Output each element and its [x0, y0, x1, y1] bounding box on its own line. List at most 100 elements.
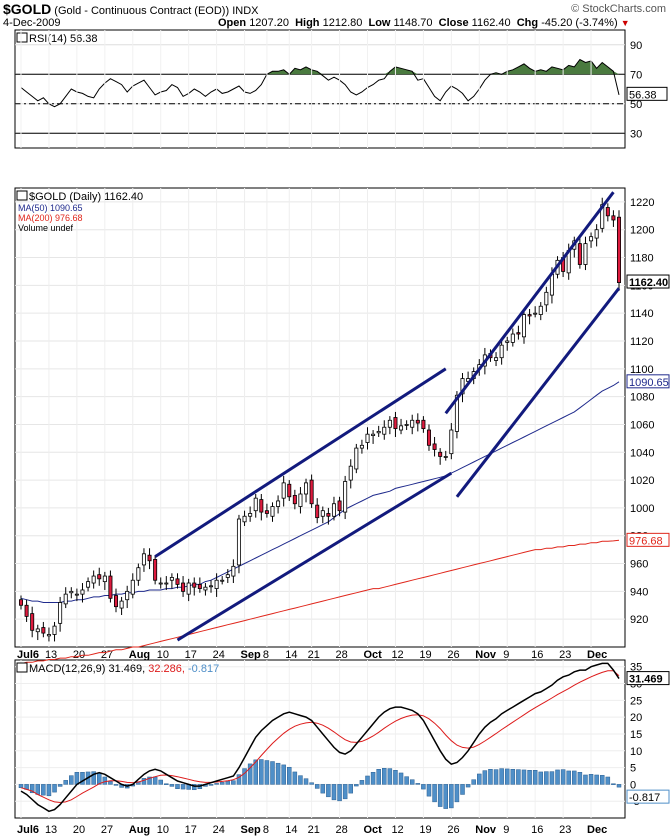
macd-histogram-bar	[242, 768, 247, 785]
macd-x-tick-label: Nov	[475, 824, 497, 836]
macd-histogram-bar	[516, 769, 521, 785]
macd-histogram-bar	[599, 775, 605, 785]
candle-body	[533, 312, 538, 315]
macd-histogram-bar	[108, 781, 113, 785]
macd-x-tick-label: 10	[157, 824, 169, 836]
candle-body	[225, 574, 230, 578]
candle-body	[449, 429, 454, 455]
candle-body	[153, 558, 158, 581]
price-tick-label: 960	[630, 559, 648, 571]
price-x-tick-label: Sep	[241, 649, 261, 661]
macd-last-badge	[626, 671, 670, 686]
macd-histogram-bar	[69, 775, 74, 785]
candle-body	[214, 579, 219, 589]
ma200-last-label: 976.68	[629, 535, 663, 547]
ma50-line	[20, 381, 620, 603]
candle-body	[426, 429, 431, 446]
price-tick-label: 940	[630, 586, 648, 598]
trend-channel-line	[455, 287, 621, 498]
macd-x-tick-label: Sep	[241, 824, 261, 836]
macd-histogram-bar	[421, 784, 426, 790]
price-x-tick-label: 14	[285, 649, 297, 661]
macd-x-tick-label: 26	[447, 824, 459, 836]
macd-histogram-bar	[309, 782, 314, 785]
candle-body	[287, 483, 292, 498]
candle-body	[544, 291, 549, 306]
candle-body	[594, 229, 599, 239]
high-value: 1212.80	[322, 17, 363, 29]
close-label: Close	[438, 17, 469, 29]
macd-x-tick-label: 24	[213, 824, 225, 836]
candle-body	[281, 482, 286, 499]
candle-body	[119, 600, 124, 609]
price-tick-label: 1000	[630, 503, 654, 515]
macd-histogram-bar	[41, 784, 46, 796]
macd-histogram-bar	[164, 783, 169, 785]
macd-histogram-bar	[292, 771, 298, 785]
chg-label: Chg	[516, 17, 539, 29]
candle-body	[52, 625, 57, 635]
macd-last-label: 31.469	[629, 674, 663, 686]
candle-body	[130, 579, 135, 595]
histogram-value: -0.817	[188, 663, 219, 675]
candle-body	[320, 510, 325, 517]
price-panel-frame	[14, 187, 626, 648]
macd-tick-label: 35	[630, 662, 642, 674]
trend-channel-line	[444, 191, 615, 415]
macd-histogram-bar	[275, 762, 281, 785]
macd-histogram-bar	[225, 781, 231, 785]
macd-histogram-bar	[180, 784, 186, 790]
macd-histogram-bar	[80, 772, 85, 785]
macd-x-tick-label: 20	[73, 824, 85, 836]
macd-histogram-bar	[208, 784, 214, 786]
price-tick-label: 1080	[630, 392, 654, 404]
candle-body	[147, 554, 152, 562]
macd-histogram-bar	[376, 769, 381, 785]
macd-histogram-bar	[152, 776, 158, 785]
candle-body	[158, 582, 163, 585]
macd-histogram-bar	[314, 784, 320, 789]
price-tick-label: 1120	[630, 336, 654, 348]
macd-histogram-bar	[46, 784, 52, 797]
price-x-tick-label: 24	[213, 649, 225, 661]
candle-body	[18, 599, 23, 606]
candle-body	[164, 582, 169, 585]
macd-histogram-bar	[460, 784, 465, 795]
macd-histogram-bar	[560, 769, 566, 785]
candle-body	[354, 447, 359, 470]
candle-body	[343, 481, 348, 513]
candle-body	[91, 575, 96, 584]
candle-body	[46, 634, 51, 637]
macd-histogram-bar	[544, 771, 549, 785]
candle-body	[611, 215, 616, 221]
price-tick-label: 1040	[630, 447, 654, 459]
macd-histogram-bar	[549, 771, 555, 785]
rsi-last-label: 56.38	[629, 89, 657, 101]
candle-body	[399, 425, 404, 431]
high-label: High	[295, 17, 320, 29]
macd-signal-line	[20, 670, 620, 804]
price-x-tick-label: 8	[263, 649, 269, 661]
macd-x-tick-label: 17	[185, 824, 197, 836]
macd-x-tick-label: 16	[531, 824, 543, 836]
candle-body	[24, 604, 29, 617]
price-last-label: 1162.40	[629, 277, 668, 289]
macd-histogram-bar	[566, 770, 571, 785]
macd-x-tick-label: 8	[263, 824, 269, 836]
macd-legend-swatch	[16, 662, 28, 673]
trend-channel-line	[154, 367, 447, 558]
macd-histogram-bar	[594, 774, 599, 785]
macd-histogram-bar	[404, 776, 409, 785]
candle-body	[315, 504, 320, 519]
macd-histogram-bar	[214, 783, 219, 785]
candle-body	[359, 444, 364, 449]
macd-x-tick-label: Dec	[587, 824, 607, 836]
candle-body	[231, 565, 236, 577]
candle-body	[309, 479, 314, 505]
macd-histogram-bar	[264, 760, 270, 785]
macd-histogram-bar	[63, 780, 68, 785]
macd-histogram-bar	[488, 769, 493, 785]
macd-histogram-bar	[611, 783, 616, 785]
macd-tick-label: 15	[630, 729, 642, 741]
candle-body	[80, 589, 85, 595]
